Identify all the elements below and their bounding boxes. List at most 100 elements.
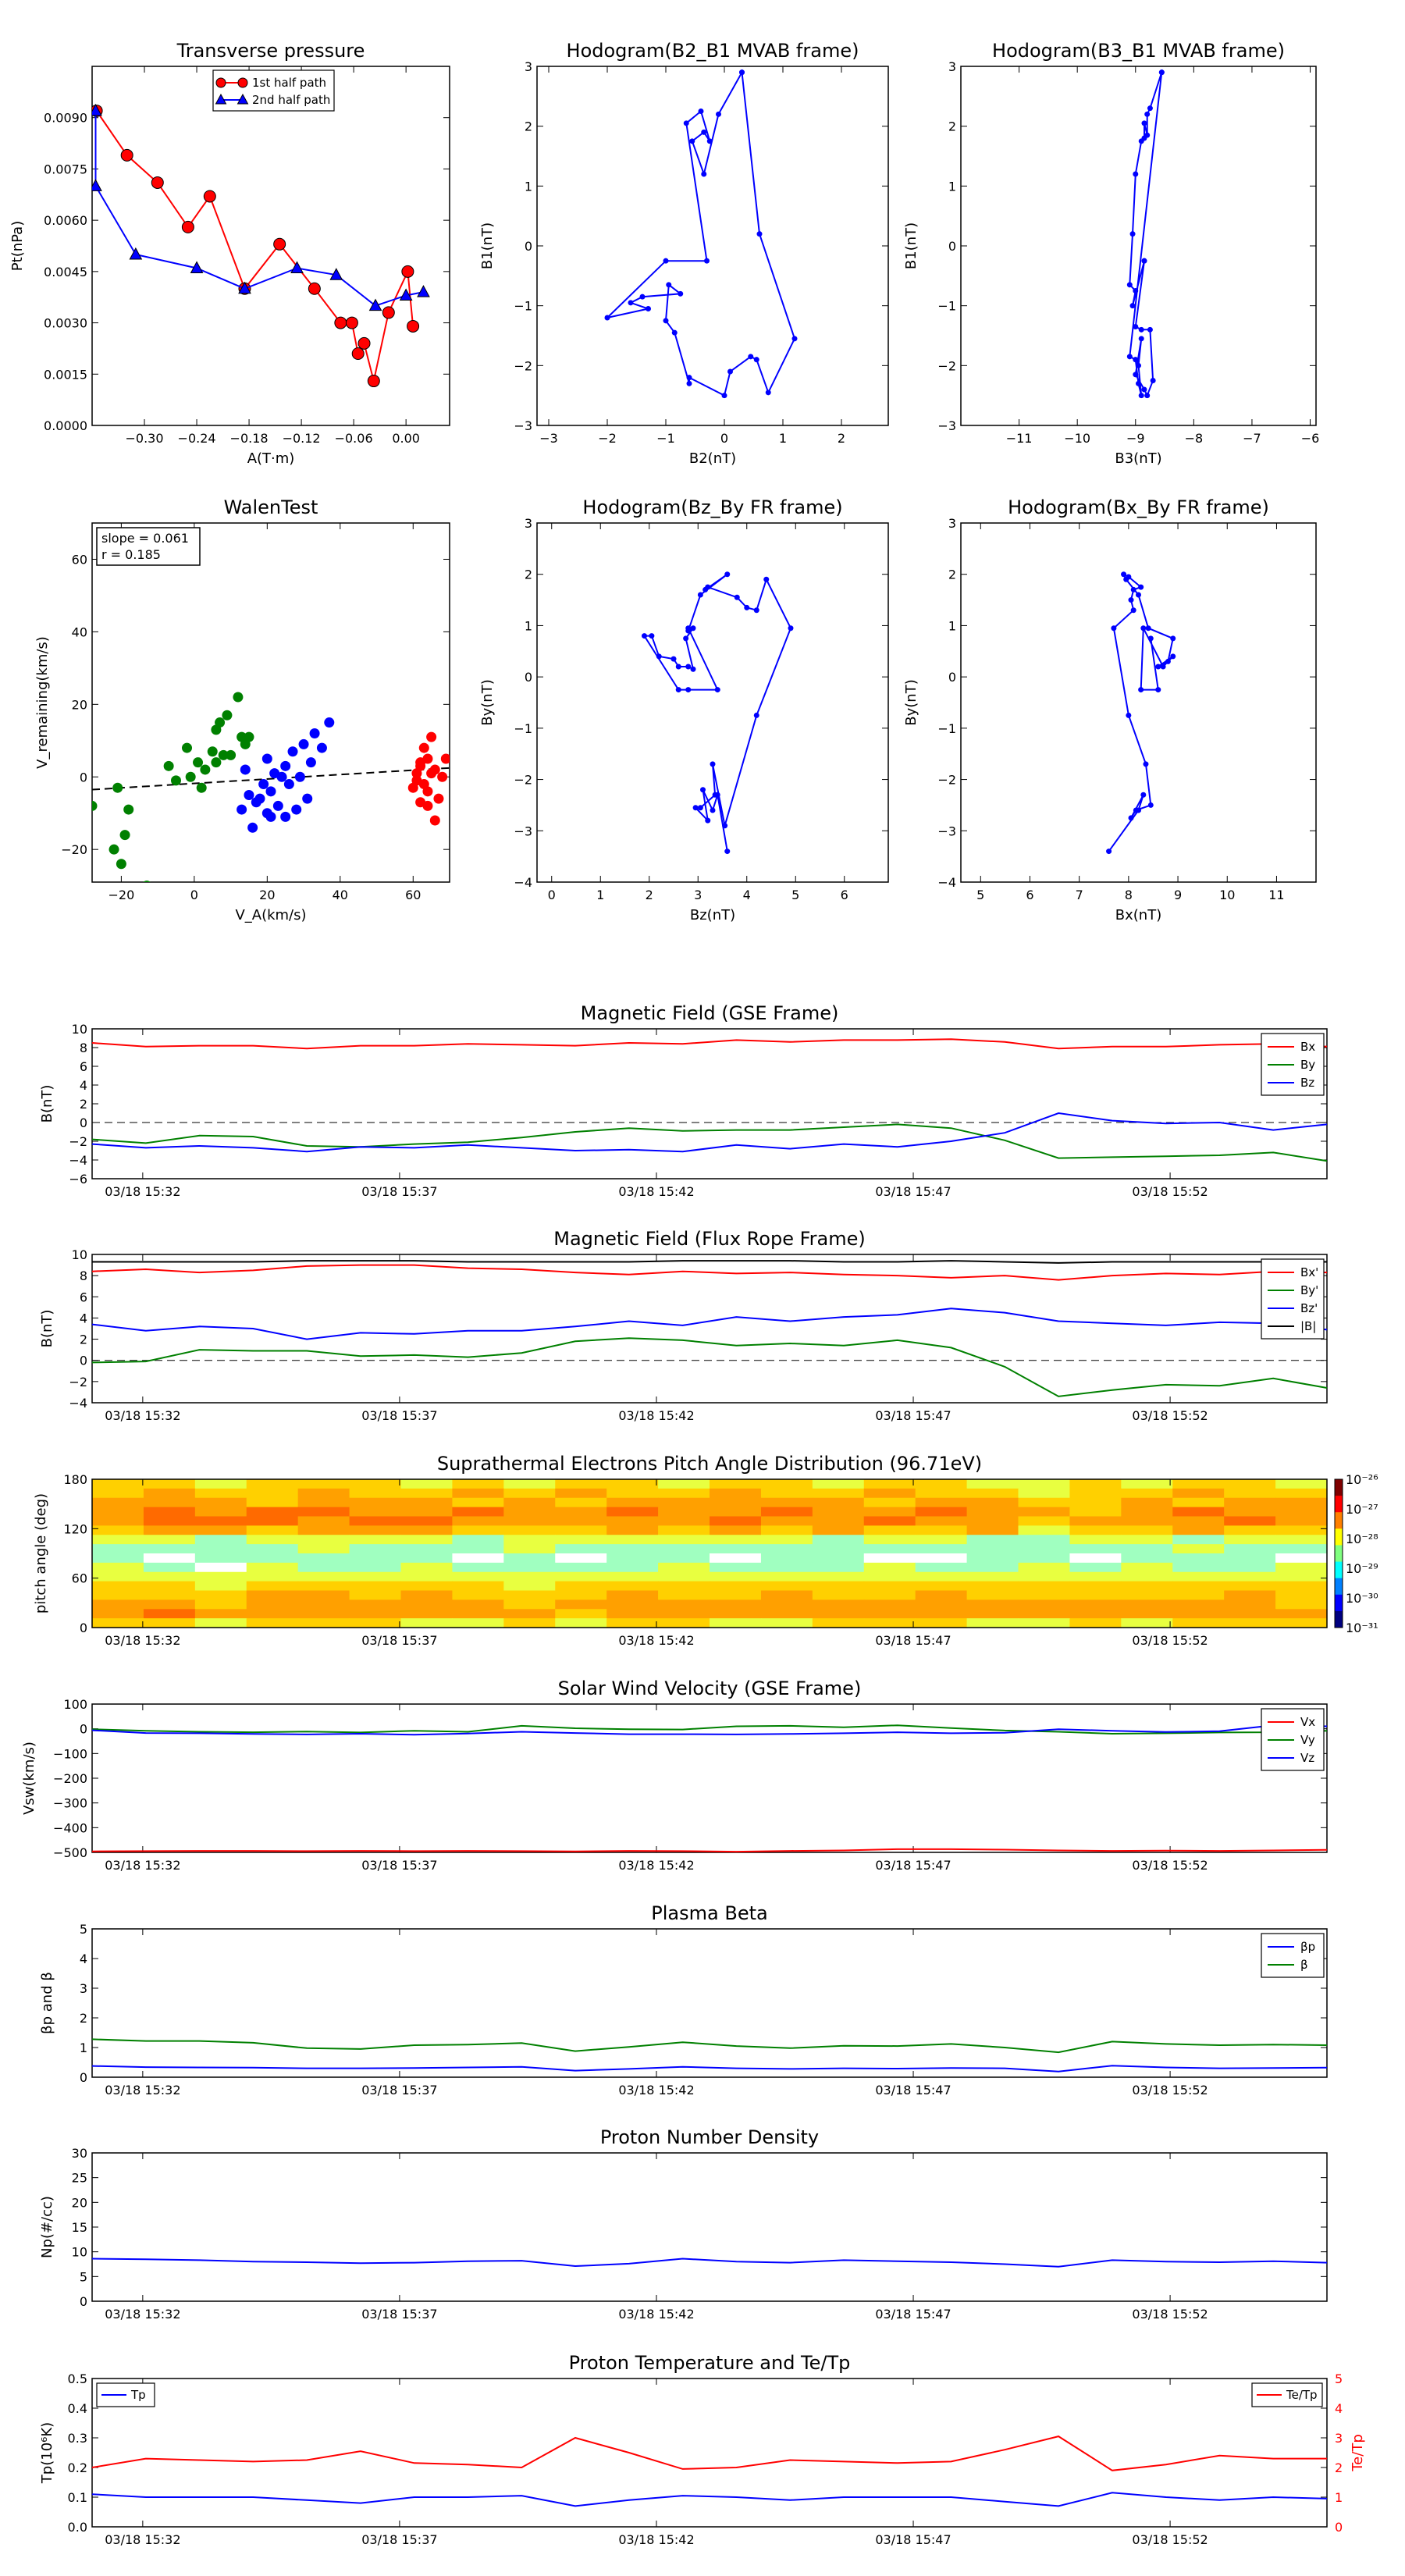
data-point — [190, 261, 204, 273]
heatmap-cell — [863, 1535, 916, 1545]
heatmap-cell — [1224, 1609, 1276, 1619]
panel-vsw: Solar Wind Velocity (GSE Frame) 03/18 15:… — [21, 1678, 1328, 1873]
data-point — [422, 786, 433, 797]
heatmap-cell — [710, 1497, 762, 1508]
heatmap-cell — [349, 1571, 402, 1582]
heatmap-cell — [863, 1609, 916, 1619]
y-tick-label: 30 — [72, 2146, 87, 2161]
y-tick-label: 0.0060 — [44, 213, 87, 228]
time-tick-label: 03/18 15:42 — [618, 2532, 694, 2547]
heatmap-cell — [246, 1599, 299, 1610]
data-point — [656, 653, 662, 660]
heatmap-cell — [143, 1507, 196, 1517]
x-tick-label: 11 — [1268, 888, 1284, 902]
data-point — [417, 285, 430, 297]
y-tick-label: −4 — [514, 875, 532, 890]
heatmap-cell — [194, 1618, 247, 1628]
data-point — [663, 258, 669, 264]
heatmap-cell — [143, 1609, 196, 1619]
heatmap-cell — [143, 1535, 196, 1545]
data-point — [367, 375, 380, 388]
x-tick-label: 1 — [779, 431, 787, 446]
data-point — [283, 779, 294, 790]
x-axis-label: B3(nT) — [1115, 450, 1161, 467]
heatmap-cell — [1069, 1507, 1122, 1517]
heatmap-cell — [194, 1562, 247, 1573]
data-point — [685, 664, 692, 670]
heatmap-cell — [194, 1581, 247, 1592]
heatmap-cell — [555, 1599, 607, 1610]
heatmap-cell — [812, 1618, 865, 1628]
heatmap-cell — [812, 1497, 865, 1508]
heatmap-cell — [1018, 1618, 1071, 1628]
series-line-Te/Tp — [91, 2435, 1327, 2471]
heatmap-cell — [349, 1581, 402, 1592]
y-tick-label: −6 — [69, 1172, 87, 1187]
time-tick-label: 03/18 15:42 — [618, 1184, 694, 1199]
heatmap-cell — [915, 1609, 968, 1619]
data-point — [1136, 362, 1141, 368]
heatmap-cell — [606, 1479, 659, 1489]
colorbar-segment — [1335, 1528, 1343, 1546]
heatmap-cell — [194, 1479, 247, 1489]
heatmap-cell — [1121, 1535, 1173, 1545]
heatmap-cell — [710, 1516, 762, 1526]
series-line-βp — [91, 2065, 1328, 2073]
heatmap-cell — [1018, 1507, 1071, 1517]
heatmap-cell — [194, 1571, 247, 1582]
heatmap-cell — [92, 1507, 144, 1517]
heatmap-cell — [143, 1571, 196, 1582]
heatmap-cell — [555, 1562, 607, 1573]
data-point — [399, 288, 413, 301]
data-point — [334, 316, 347, 329]
time-tick-label: 03/18 15:32 — [105, 1408, 180, 1423]
heatmap-cell — [915, 1581, 968, 1592]
heatmap-cell — [1275, 1544, 1328, 1554]
heatmap-cell — [863, 1525, 916, 1535]
heatmap-cell — [349, 1488, 402, 1499]
data-point — [119, 830, 130, 841]
data-point — [716, 111, 721, 117]
heatmap-cell — [1018, 1599, 1071, 1610]
heatmap-cell — [1275, 1479, 1328, 1489]
heatmap-cell — [1275, 1571, 1328, 1582]
y-tick-label: 0 — [80, 1115, 87, 1130]
heatmap-cell — [606, 1590, 659, 1600]
heatmap-cell — [863, 1618, 916, 1628]
heatmap-cell — [194, 1535, 247, 1545]
heatmap-cell — [760, 1525, 813, 1535]
data-point — [294, 771, 305, 782]
y-tick-label: 0.5 — [68, 2371, 87, 2386]
y-axis-label: By(nT) — [479, 679, 496, 725]
time-tick-label: 03/18 15:42 — [618, 2083, 694, 2097]
data-point — [724, 571, 731, 578]
x-tick-label: −8 — [1185, 431, 1204, 446]
time-tick-label: 03/18 15:37 — [361, 1408, 437, 1423]
heatmap-cell — [812, 1544, 865, 1554]
data-point — [705, 817, 711, 824]
heatmap-cell — [1224, 1553, 1276, 1564]
time-tick-label: 03/18 15:32 — [105, 1633, 180, 1648]
time-tick-label: 03/18 15:47 — [875, 2083, 951, 2097]
y-tick-label: 4 — [80, 1078, 87, 1093]
heatmap-cell — [812, 1571, 865, 1582]
heatmap-cell — [1172, 1544, 1225, 1554]
heatmap-cell — [658, 1488, 710, 1499]
x-tick-label: 5 — [791, 888, 799, 902]
y-tick-label: 0.1 — [68, 2490, 87, 2505]
data-point — [710, 761, 716, 767]
data-point — [753, 607, 759, 614]
data-point — [686, 375, 692, 381]
colorbar-segment — [1335, 1578, 1343, 1596]
heatmap-cell — [297, 1544, 350, 1554]
y-tick-label: 4 — [80, 1311, 87, 1325]
plot-title: Hodogram(Bx_By FR frame) — [1008, 496, 1269, 518]
time-tick-label: 03/18 15:52 — [1132, 1633, 1208, 1648]
data-point — [628, 300, 634, 306]
y-tick-label: 8 — [80, 1268, 87, 1283]
time-tick-label: 03/18 15:42 — [618, 2307, 694, 2322]
heatmap-cell — [658, 1497, 710, 1508]
y-tick-label: 60 — [72, 552, 87, 567]
heatmap-cell — [863, 1599, 916, 1610]
heatmap-cell — [658, 1609, 710, 1619]
